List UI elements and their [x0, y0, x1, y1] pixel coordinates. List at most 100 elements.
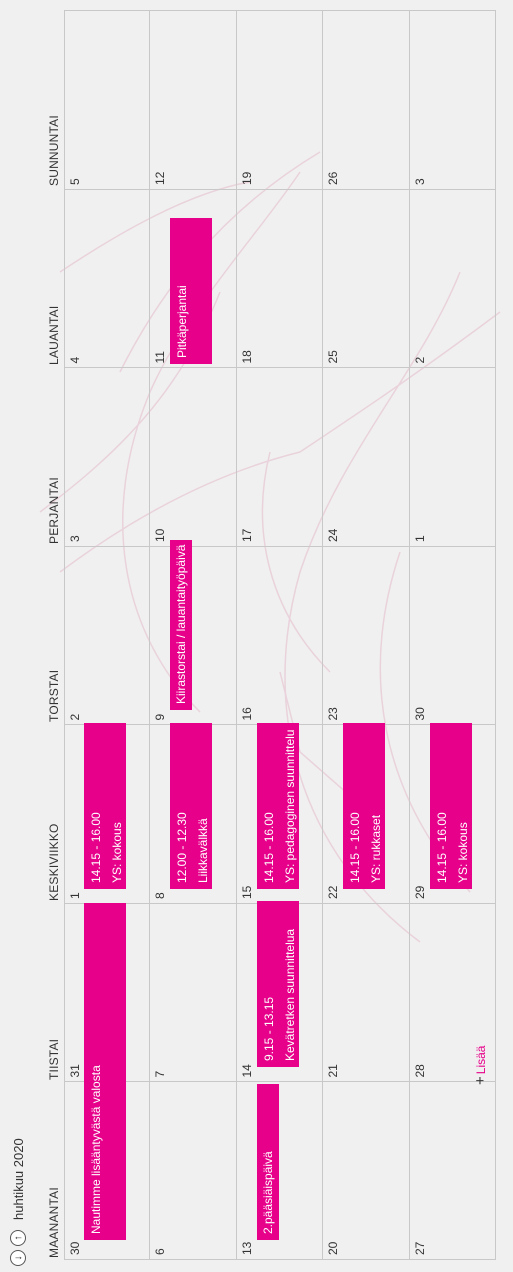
day-cell[interactable]: 26 [323, 10, 410, 189]
day-number: 21 [326, 1064, 341, 1078]
calendar-event[interactable]: 14.15 - 16.00 YS: kokous [430, 723, 472, 889]
day-number: 9 [153, 713, 168, 721]
day-cell[interactable]: 24 [323, 367, 410, 546]
day-number: 8 [153, 892, 168, 899]
day-number: 1 [412, 535, 427, 542]
day-number: 29 [412, 885, 427, 899]
header-thursday: TORSTAI [47, 669, 61, 722]
day-number: 30 [412, 707, 427, 721]
day-number: 24 [326, 528, 341, 542]
calendar-event[interactable]: 14.15 - 16.00 YS: rukkaset [343, 723, 385, 889]
month-navigation: ↓ ↑ huhtikuu 2020 [3, 1138, 33, 1266]
day-cell[interactable]: 27 [409, 1081, 496, 1260]
day-cell[interactable]: 20 [323, 1081, 410, 1260]
day-number: 5 [68, 178, 82, 185]
calendar-event[interactable]: 14.15 - 16.00 YS: kokous [84, 723, 126, 889]
day-cell[interactable]: 2 [64, 546, 151, 725]
event-title: Pitkäperjantai [175, 285, 189, 358]
day-number: 2 [412, 356, 427, 364]
event-time: 9.15 - 13.15 [262, 996, 276, 1061]
day-number: 14 [239, 1064, 254, 1078]
event-title: Nautimme lisääntyvästä valosta [89, 1065, 103, 1234]
day-number: 12 [153, 171, 168, 185]
day-number: 26 [326, 171, 341, 185]
calendar-event[interactable]: Nautimme lisääntyvästä valosta [84, 903, 126, 1240]
day-number: 3 [412, 178, 427, 185]
day-number: 27 [412, 1241, 427, 1255]
day-number: 1 [68, 892, 82, 899]
header-friday: PERJANTAI [47, 477, 61, 544]
header-tuesday: TIISTAI [47, 1038, 61, 1080]
event-title: YS: rukkaset [369, 814, 383, 883]
day-number: 13 [239, 1241, 254, 1255]
day-number: 4 [68, 356, 82, 364]
event-title: YS: pedagoginen suunnittelu [283, 729, 297, 883]
add-event-button[interactable]: +Lisää [472, 1046, 489, 1085]
day-number: 16 [239, 707, 254, 721]
day-number: 17 [239, 528, 254, 542]
event-time: 14.15 - 16.00 [435, 812, 449, 883]
day-cell[interactable]: 3 [409, 10, 496, 189]
calendar-event[interactable]: Pitkäperjantai [170, 218, 212, 364]
day-cell[interactable]: 17 [236, 367, 324, 546]
event-time: 14.15 - 16.00 [262, 812, 276, 883]
event-title: 2.pääsiäispäivä [261, 1151, 275, 1234]
month-title: huhtikuu 2020 [10, 1138, 26, 1220]
day-number: 3 [68, 535, 82, 542]
event-title: Liikkavälkkä [196, 818, 210, 883]
event-title: YS: kokous [456, 822, 470, 883]
event-time: 14.15 - 16.00 [89, 812, 103, 883]
day-cell[interactable]: 7 [150, 903, 237, 1082]
calendar-event[interactable]: 2.pääsiäispäivä [257, 1084, 279, 1240]
day-number: 18 [239, 350, 254, 364]
day-cell[interactable]: 30 [409, 546, 496, 725]
day-cell[interactable]: 6 [150, 1081, 237, 1260]
day-number: 15 [239, 885, 254, 899]
next-month-button[interactable]: ↑ [10, 1230, 26, 1246]
day-number: 30 [68, 1241, 82, 1255]
day-number: 2 [68, 713, 82, 721]
day-cell[interactable]: 10 [150, 367, 237, 546]
day-number: 11 [153, 351, 168, 364]
calendar-event[interactable]: 12.00 - 12.30 Liikkavälkkä [170, 723, 212, 889]
day-cell[interactable]: 4 [64, 189, 151, 368]
calendar-grid: 30 31 1 2 3 4 5 6 7 8 9 10 11 12 13 14 15 16 17 18 19 20 21 22 2… [64, 10, 496, 1260]
event-time: 12.00 - 12.30 [175, 812, 189, 883]
day-cell[interactable]: 9 [150, 546, 237, 725]
day-number: 22 [326, 885, 341, 899]
day-cell[interactable]: 16 [236, 546, 324, 725]
day-number: 31 [68, 1064, 82, 1078]
day-cell[interactable]: 1 [409, 367, 496, 546]
header-monday: MAANANTAI [47, 1187, 61, 1258]
day-number: 6 [153, 1248, 168, 1255]
event-title: Kevätretken suunnittelua [283, 928, 297, 1061]
day-number: 19 [239, 171, 254, 185]
day-number: 7 [153, 1070, 168, 1078]
day-number: 20 [326, 1241, 341, 1255]
prev-month-button[interactable]: ↓ [10, 1250, 26, 1266]
calendar-event[interactable]: 14.15 - 16.00 YS: pedagoginen suunnittelu [257, 723, 299, 889]
day-cell[interactable]: 18 [236, 189, 324, 368]
event-title: Kiirastorstai / lauantaityöpäivä [174, 544, 188, 704]
day-number: 25 [326, 350, 341, 364]
day-cell[interactable]: 13 [236, 1081, 324, 1260]
header-sunday: SUNNUNTAI [47, 115, 61, 186]
calendar-event[interactable]: 9.15 - 13.15 Kevätretken suunnittelua [257, 901, 299, 1067]
day-cell[interactable]: 21 [323, 903, 410, 1082]
day-cell[interactable]: 2 [409, 189, 496, 368]
day-cell[interactable]: 25 [323, 189, 410, 368]
day-cell[interactable]: 3 [64, 367, 151, 546]
calendar-event[interactable]: Kiirastorstai / lauantaityöpäivä [170, 540, 192, 710]
day-number: 10 [153, 528, 168, 542]
day-cell[interactable]: 12 [150, 10, 237, 189]
day-cell[interactable]: 23 [323, 546, 410, 725]
event-title: YS: kokous [110, 822, 124, 883]
day-cell[interactable]: 19 [236, 10, 324, 189]
header-wednesday: KESKIVIIKKO [47, 823, 61, 901]
event-time: 14.15 - 16.00 [348, 812, 362, 883]
header-saturday: LAUANTAI [47, 305, 61, 365]
day-cell[interactable]: 5 [64, 10, 151, 189]
day-number: 28 [412, 1064, 427, 1078]
plus-icon: + [472, 1076, 489, 1085]
